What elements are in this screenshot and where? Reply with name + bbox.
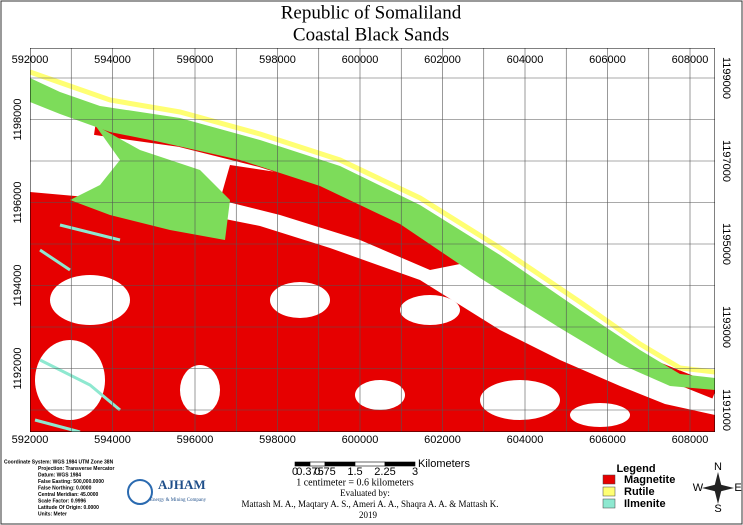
- compass: NE SW: [693, 461, 742, 515]
- x-label-top: 600000: [342, 54, 379, 66]
- x-label-bottom: 604000: [507, 434, 544, 446]
- map-area: [30, 48, 715, 432]
- x-label-top: 608000: [672, 54, 709, 66]
- projection-info: Coordinate System: WGS 1984 UTM Zone 38N…: [4, 459, 114, 517]
- legend-swatch: [602, 474, 616, 485]
- x-label-bottom: 598000: [259, 434, 296, 446]
- scale-tick-label: 1.5: [347, 466, 362, 478]
- credits-heading: Evaluated by:: [340, 488, 390, 498]
- scale-ratio: 1 centimeter = 0.6 kilometers: [296, 477, 414, 488]
- projection-line: Coordinate System: WGS 1984 UTM Zone 38N: [4, 459, 114, 465]
- x-label-bottom: 602000: [424, 434, 461, 446]
- projection-line: Projection: Transverse Mercator: [38, 466, 114, 472]
- x-label-top: 606000: [589, 54, 626, 66]
- x-label-top: 596000: [177, 54, 214, 66]
- projection-line: Scale Factor: 0.9996: [38, 498, 86, 504]
- legend-label: Magnetite: [624, 474, 675, 486]
- x-label-bottom: 596000: [177, 434, 214, 446]
- projection-line: False Easting: 500,000.0000: [38, 479, 104, 485]
- scale-tick-label: 3: [412, 466, 418, 478]
- y-label-left: 1196000: [12, 181, 24, 223]
- logo-name: AJHAM: [158, 477, 206, 492]
- legend-label: Rutile: [624, 486, 655, 498]
- scale-tick-label: 2.25: [374, 466, 395, 478]
- projection-line: Datum: WGS 1984: [38, 472, 81, 478]
- y-label-left: 1198000: [12, 98, 24, 140]
- compass-letter: E: [734, 482, 741, 494]
- scale-tick-label: 0.375: [296, 466, 324, 478]
- legend-label: Ilmenite: [624, 498, 666, 510]
- sand-gaps: [35, 275, 630, 427]
- y-label-right: 1193000: [720, 306, 732, 348]
- credits-year: 2019: [359, 510, 378, 520]
- scale-tick-label: 0.75: [314, 466, 335, 478]
- x-label-top: 598000: [259, 54, 296, 66]
- y-label-right: 1195000: [720, 223, 732, 265]
- x-label-top: 592000: [12, 54, 49, 66]
- legend-title: Legend: [616, 463, 655, 475]
- scale-segment: [384, 461, 416, 467]
- ilmenite-area: [30, 78, 715, 390]
- x-label-bottom: 606000: [589, 434, 626, 446]
- credits-authors: Mattash M. A., Maqtary A. S., Ameri A. A…: [242, 499, 499, 509]
- projection-line: Central Meridian: 45.0000: [38, 492, 99, 498]
- scale-tick-label: 0: [292, 466, 298, 478]
- projection-line: Units: Meter: [38, 511, 67, 517]
- ilmenite-area: [34, 223, 121, 432]
- y-label-right: 1197000: [720, 140, 732, 182]
- rutile-area: [30, 69, 715, 375]
- title-line: Coastal Black Sands: [293, 24, 449, 45]
- logo-subtitle: Energy & Mining Company: [150, 498, 207, 503]
- x-label-top: 594000: [94, 54, 131, 66]
- x-label-bottom: 594000: [94, 434, 131, 446]
- lagoon-sand: [70, 125, 230, 240]
- y-label-left: 1194000: [12, 264, 24, 306]
- x-label-top: 604000: [507, 54, 544, 66]
- compass-letter: W: [693, 482, 704, 494]
- legend-swatch: [602, 486, 616, 497]
- x-label-bottom: 592000: [12, 434, 49, 446]
- x-label-bottom: 608000: [672, 434, 709, 446]
- compass-letter: S: [714, 503, 721, 515]
- projection-line: False Northing: 0.0000: [38, 485, 92, 491]
- y-label-right: 1191000: [720, 389, 732, 431]
- title-line: Republic of Somaliland: [281, 2, 462, 23]
- compass-letter: N: [714, 461, 722, 473]
- scale-unit: Kilometers: [418, 458, 470, 470]
- y-label-right: 1199000: [720, 57, 732, 99]
- projection-line: Latitude Of Origin: 0.0000: [38, 505, 99, 511]
- x-label-top: 602000: [424, 54, 461, 66]
- y-label-left: 1192000: [12, 347, 24, 389]
- legend-swatch: [602, 498, 616, 509]
- x-label-bottom: 600000: [342, 434, 379, 446]
- logo: AJHAM Energy & Mining Company: [127, 477, 207, 505]
